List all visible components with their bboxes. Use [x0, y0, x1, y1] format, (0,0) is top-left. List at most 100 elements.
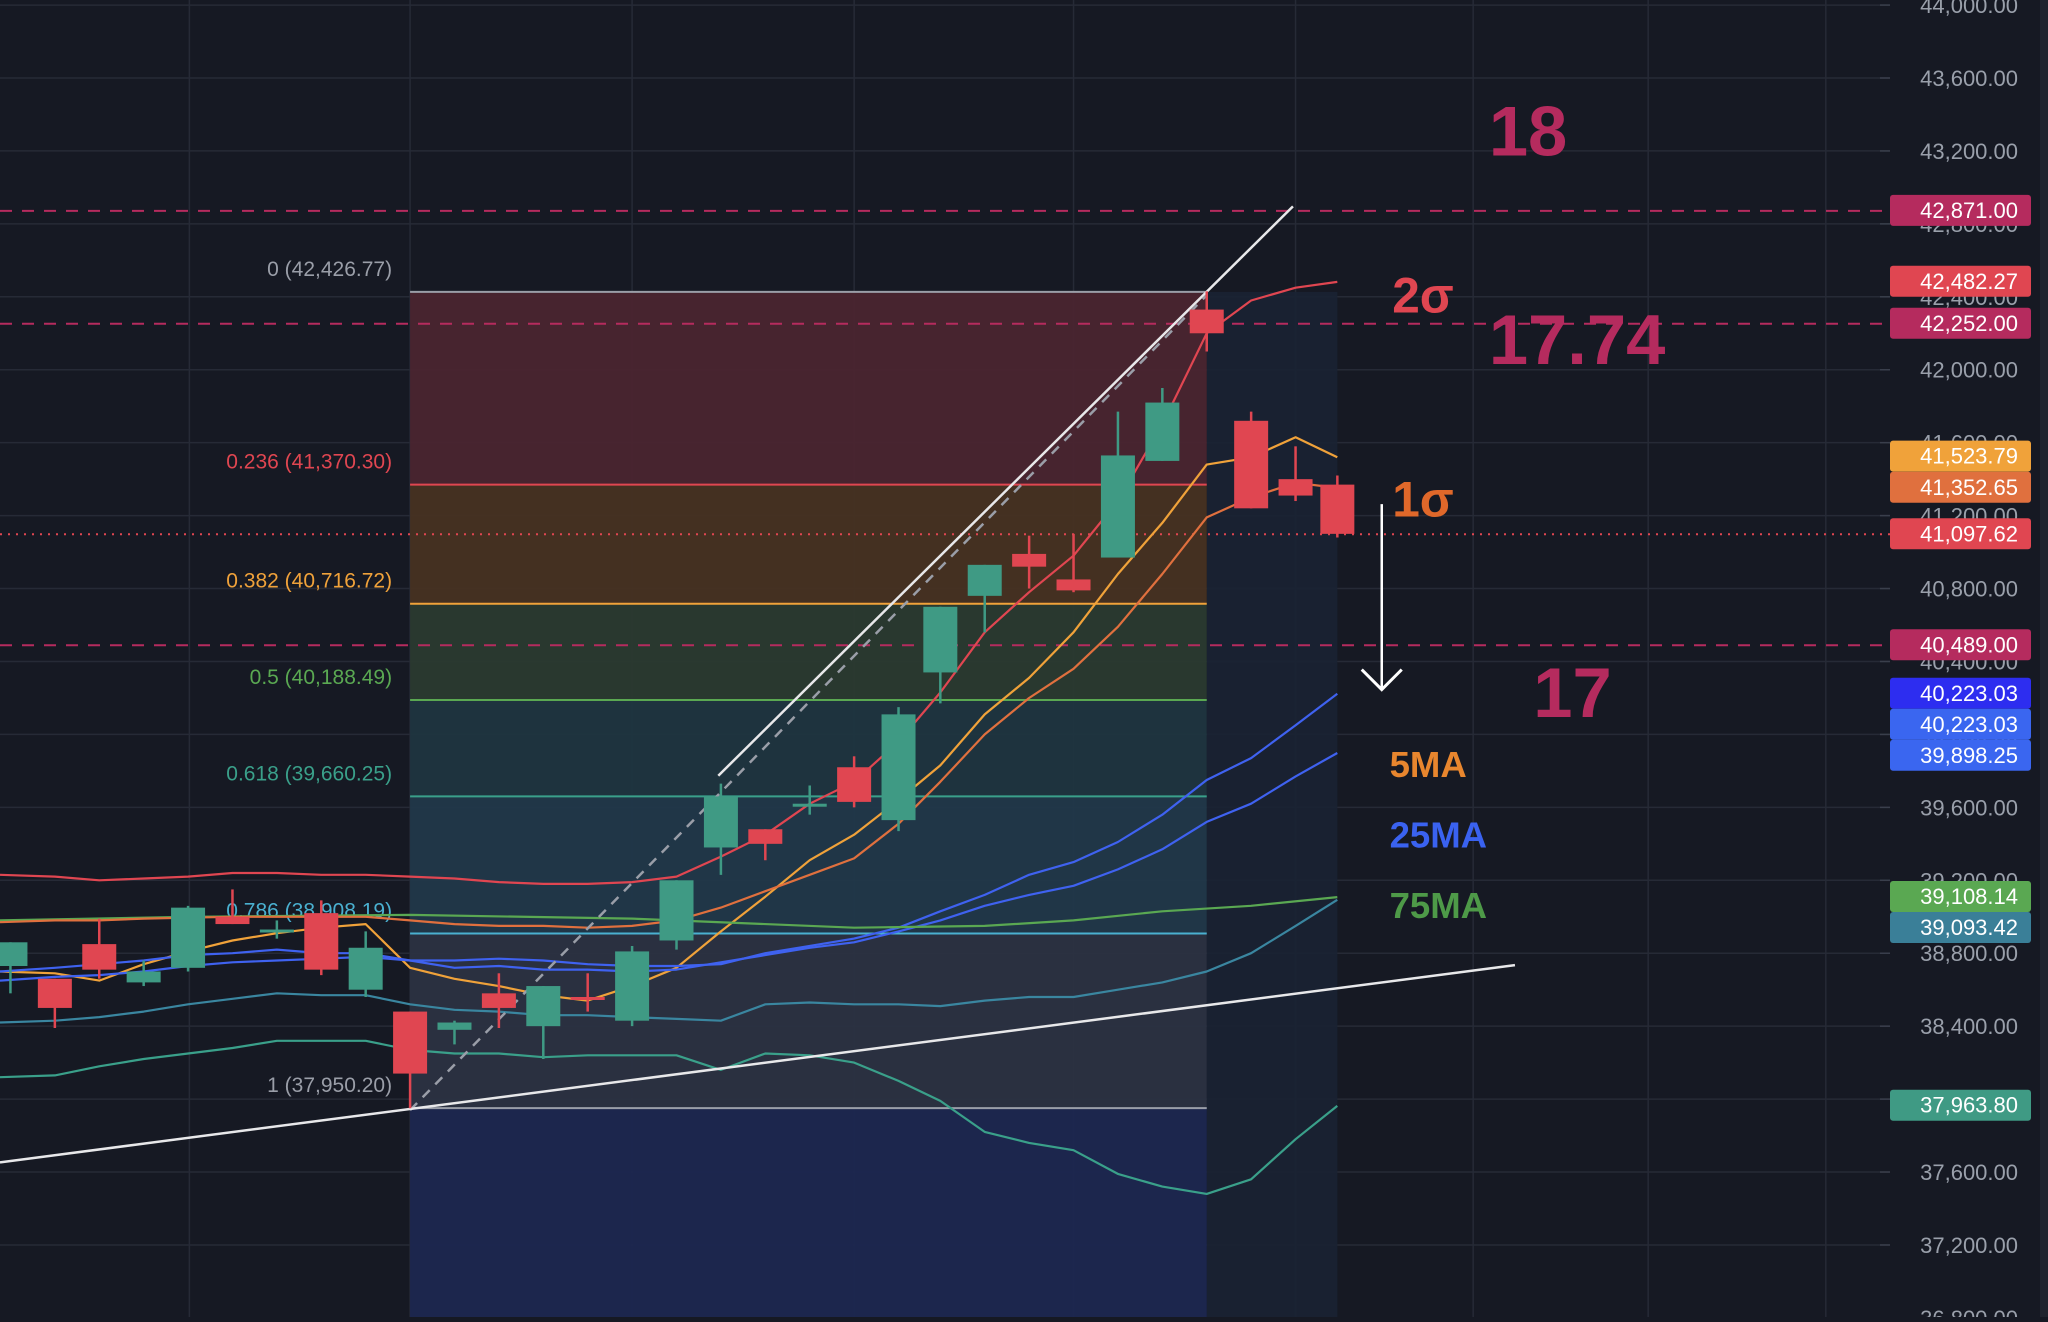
fib-band-0 — [410, 291, 1207, 485]
annotation-75ma: 75MA — [1390, 885, 1488, 926]
price-badge: 37,963.80 — [1890, 1089, 2031, 1121]
candle-up — [659, 880, 694, 941]
candle-up — [967, 564, 1002, 596]
upper-trend[interactable] — [717, 205, 1294, 777]
price-badge-background — [1890, 194, 2031, 226]
candle-down — [304, 913, 339, 970]
candle-down — [82, 944, 117, 970]
arrow-down-icon — [1360, 668, 1403, 692]
candle-down — [481, 993, 516, 1008]
annotation-1: 1σ — [1392, 471, 1454, 527]
candle-up — [703, 796, 738, 848]
price-badges: 42,871.00 42,482.27 42,252.00 41,523.79 41,3… — [1890, 194, 2031, 1121]
support-trend[interactable] — [0, 963, 1516, 1164]
candle-up — [1100, 455, 1135, 558]
fib-band-0.618 — [410, 796, 1207, 934]
candle-down — [37, 978, 72, 1008]
candle-up — [348, 947, 383, 990]
price-badge-background — [1890, 518, 2031, 550]
axis-tick-label: 42,000.00 — [1920, 358, 2018, 383]
fibonacci-retracement[interactable]: 0 (42,426.77) 0.236 (41,370.30) 0.382 (40,… — [226, 258, 1207, 1317]
fib-diagonal[interactable] — [409, 294, 1208, 1111]
price-badge-background — [1890, 677, 2031, 709]
price-badge-background — [1890, 471, 2031, 503]
candle-down — [215, 916, 250, 925]
fib-level-label: 0.618 (39,660.25) — [226, 762, 392, 785]
candle-down — [1278, 479, 1313, 496]
candle-down — [393, 1011, 428, 1074]
price-badge-label: 40,489.00 — [1920, 632, 2018, 657]
price-badge: 40,223.03 — [1890, 677, 2031, 709]
candle-up — [259, 929, 294, 933]
annotation-2: 2σ — [1392, 268, 1454, 324]
candle-up — [0, 942, 28, 966]
candle-up — [126, 971, 161, 983]
price-badge: 39,108.14 — [1890, 881, 2031, 913]
price-badge-label: 41,523.79 — [1920, 444, 2018, 469]
price-badge: 39,093.42 — [1890, 912, 2031, 944]
price-badge-background — [1890, 440, 2031, 472]
candle-up — [526, 986, 561, 1027]
price-badge: 41,352.65 — [1890, 471, 2031, 503]
fib-band-0.382 — [410, 603, 1207, 701]
line-25ma_a — [0, 692, 1338, 973]
axis-tick-label: 38,800.00 — [1920, 941, 2018, 966]
candle-up — [171, 907, 206, 968]
annotation-25ma: 25MA — [1390, 814, 1488, 855]
axis-tick-label: 44,000.00 — [1920, 0, 2018, 18]
price-badge-label: 39,108.14 — [1920, 884, 2018, 909]
annotation-1774: 17.74 — [1489, 300, 1665, 379]
price-badge-background — [1890, 739, 2031, 771]
horizontal-price-lines[interactable] — [0, 209, 1890, 647]
axis-tick-label: 38,400.00 — [1920, 1014, 2018, 1039]
candle-up — [923, 606, 958, 673]
price-badge: 41,097.62 — [1890, 518, 2031, 550]
axis-tick-label: 43,600.00 — [1920, 66, 2018, 91]
candle-down — [1320, 484, 1355, 534]
price-badge-background — [1890, 708, 2031, 740]
price-badge-label: 42,252.00 — [1920, 311, 2018, 336]
price-badge: 40,489.00 — [1890, 629, 2031, 661]
fib-band-0.5 — [410, 700, 1207, 797]
annotation-18: 18 — [1489, 91, 1567, 170]
axis-tick-label: 36,800.00 — [1920, 1306, 2018, 1317]
annotation-5ma: 5MA — [1390, 744, 1467, 785]
candle-up — [437, 1022, 472, 1030]
price-badge-label: 41,352.65 — [1920, 475, 2018, 500]
line-bb_lower_2sigma — [0, 1039, 1338, 1196]
candle-up — [615, 951, 650, 1021]
candle-down — [837, 767, 872, 802]
price-badge: 42,871.00 — [1890, 194, 2031, 226]
line-bb_lower_1sigma — [0, 898, 1338, 1024]
price-badge-label: 39,093.42 — [1920, 915, 2018, 940]
candle-down — [1012, 553, 1047, 567]
candles — [0, 291, 1355, 1109]
price-badge-background — [1890, 1089, 2031, 1121]
candle-down — [1189, 309, 1224, 334]
fib-level-label: 1 (37,950.20) — [267, 1074, 392, 1097]
axis-tick-label: 39,600.00 — [1920, 795, 2018, 820]
price-badge-label: 40,223.03 — [1920, 712, 2018, 737]
price-badge-label: 41,097.62 — [1920, 521, 2018, 546]
fib-band-1 — [410, 1108, 1207, 1317]
price-axis-scrollbar[interactable] — [2040, 0, 2048, 1317]
price-badge: 42,482.27 — [1890, 265, 2031, 297]
fib-level-label: 0.236 (41,370.30) — [226, 451, 392, 474]
projection-zone — [1206, 291, 1338, 1317]
price-badge-background — [1890, 912, 2031, 944]
fib-level-label: 0.5 (40,188.49) — [250, 666, 392, 689]
line-25ma_b — [0, 752, 1338, 982]
candle-down — [1056, 579, 1091, 591]
axis-tick-label: 43,200.00 — [1920, 139, 2018, 164]
line-5ma — [0, 436, 1338, 1002]
price-badge-label: 42,871.00 — [1920, 198, 2018, 223]
price-badge: 42,252.00 — [1890, 307, 2031, 339]
price-badge: 39,898.25 — [1890, 739, 2031, 771]
axis-tick-label: 37,600.00 — [1920, 1160, 2018, 1185]
trendlines[interactable] — [0, 205, 1516, 1164]
candle-down — [570, 996, 605, 1000]
price-badge-background — [1890, 629, 2031, 661]
price-badge-label: 37,963.80 — [1920, 1093, 2018, 1118]
